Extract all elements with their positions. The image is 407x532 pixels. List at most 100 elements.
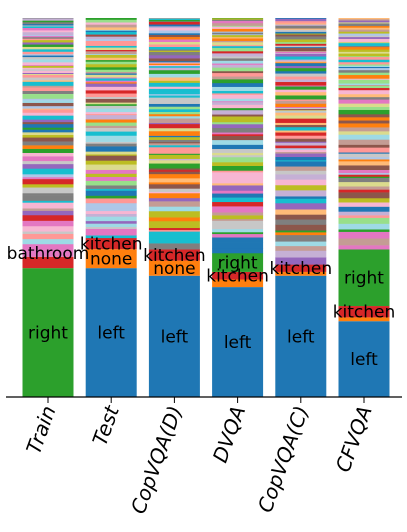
tail-segment — [275, 39, 327, 43]
tail-segment — [338, 165, 390, 170]
segment-0-1 — [22, 256, 74, 269]
tail-segment — [338, 156, 390, 160]
tail-segment — [85, 103, 137, 106]
tail-segment — [212, 76, 264, 80]
tail-segment — [212, 20, 264, 24]
tail-segment — [148, 115, 200, 119]
tail-segment — [212, 135, 264, 141]
tail-segment — [212, 82, 264, 87]
tail-segment — [338, 36, 390, 39]
tail-segment — [85, 49, 137, 52]
tail-segment — [22, 210, 74, 216]
tail-segment — [148, 88, 200, 93]
bar-2 — [148, 18, 200, 397]
tail-segment — [212, 242, 264, 249]
tail-segment — [148, 184, 200, 189]
bar-5 — [338, 18, 390, 397]
tail-segment — [22, 192, 74, 196]
tail-segment — [148, 217, 200, 222]
tail-segment — [148, 237, 200, 244]
tail-segment — [148, 65, 200, 68]
tail-segment — [85, 78, 137, 81]
tail-segment — [212, 26, 264, 29]
tail-segment — [148, 63, 200, 66]
segment-label: none — [90, 250, 132, 270]
tail-segment — [212, 116, 264, 120]
tail-segment — [212, 79, 264, 84]
tail-segment — [275, 68, 327, 72]
tail-segment — [148, 73, 200, 78]
tail-segment — [275, 20, 327, 23]
tail-segment — [148, 95, 200, 98]
tail-segment — [85, 173, 137, 177]
tail-segment — [275, 132, 327, 136]
tail-segment — [338, 33, 390, 36]
tail-segment — [275, 24, 327, 26]
tail-segment — [22, 187, 74, 194]
tail-segment — [148, 24, 200, 27]
tail-segment — [148, 136, 200, 140]
tail-segment — [22, 81, 74, 86]
tail-segment — [22, 18, 74, 21]
tail-segment — [338, 229, 390, 232]
segment-label: none — [153, 259, 195, 279]
tail-segment — [148, 77, 200, 81]
tail-segment — [85, 22, 137, 25]
tail-segment — [338, 51, 390, 54]
tail-segment — [85, 45, 137, 48]
tail-segment — [338, 84, 390, 86]
tail-segment — [22, 59, 74, 63]
tail-segment — [148, 163, 200, 169]
tail-segment — [148, 100, 200, 104]
tail-segment — [22, 30, 74, 33]
tail-segment — [338, 231, 390, 239]
tail-segment — [275, 18, 327, 19]
tail-segment — [22, 27, 74, 31]
tail-segment — [85, 122, 137, 126]
tail-segment — [212, 104, 264, 109]
x-tick-label: CopVQA(D) — [126, 403, 187, 517]
segment-label: kitchen — [206, 267, 269, 287]
tail-segment — [212, 93, 264, 95]
tail-segment — [338, 46, 390, 50]
tail-segment — [148, 154, 200, 159]
tail-segment — [212, 220, 264, 225]
tail-segment — [85, 228, 137, 236]
tail-segment — [148, 86, 200, 89]
tail-segment — [85, 188, 137, 191]
tail-segment — [275, 89, 327, 93]
tail-segment — [275, 147, 327, 150]
tail-segment — [275, 73, 327, 77]
tail-segment — [22, 121, 74, 125]
tail-segment — [275, 45, 327, 48]
tail-segment — [85, 71, 137, 74]
tail-segment — [275, 110, 327, 113]
tail-segment — [85, 141, 137, 144]
tail-segment — [212, 139, 264, 145]
tail-segment — [338, 29, 390, 32]
tail-segment — [275, 142, 327, 146]
x-tick-label: Train — [21, 403, 60, 458]
tail-segment — [148, 182, 200, 185]
tail-segment — [212, 170, 264, 173]
tail-segment — [212, 109, 264, 115]
x-tick-layer: Train Test CopVQA(D) DVQA CopVQA(C) CFVQA — [21, 397, 377, 517]
tail-segment — [148, 118, 200, 123]
tail-segment — [338, 197, 390, 203]
segment-label: kitchen — [270, 259, 333, 279]
tail-segment — [85, 135, 137, 140]
tail-segment — [212, 32, 264, 35]
tail-segment — [148, 18, 200, 20]
tail-segment — [148, 82, 200, 87]
tail-segment — [148, 27, 200, 31]
tail-segment — [338, 31, 390, 34]
tail-segment — [338, 223, 390, 230]
tail-segment — [275, 52, 327, 54]
tail-segment — [148, 127, 200, 132]
tail-segment — [338, 127, 390, 132]
x-tick-label: Test — [88, 401, 125, 448]
tail-segment — [338, 35, 390, 38]
tail-segment — [22, 64, 74, 66]
tail-segment — [85, 29, 137, 31]
